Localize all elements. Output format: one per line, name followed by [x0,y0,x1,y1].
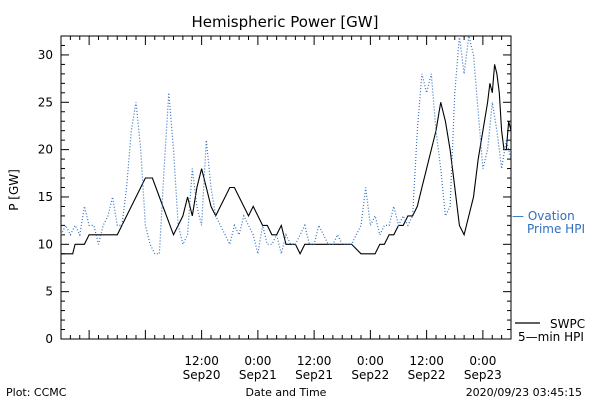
x-tick-sublabel: Sep21 [295,368,333,382]
x-tick-sublabel: Sep21 [239,368,277,382]
series-layer [60,35,512,256]
series-line-swpc [61,64,512,256]
y-tick-label: 20 [38,143,53,157]
x-tick-sublabel: Sep22 [408,368,446,382]
x-tick-sublabel: Sep20 [183,368,221,382]
x-tick-label: 0:00 [357,354,384,368]
y-tick-label: 25 [38,95,53,109]
legend-ovation-line1: — Ovation [512,209,575,223]
x-tick-label: 12:00 [297,354,332,368]
y-tick-label: 5 [45,285,53,299]
y-tick-label: 0 [45,332,53,346]
x-tick-label: 12:00 [184,354,219,368]
y-axis: 0 5 10 15 20 25 30 [38,35,511,346]
footer-plot-credit: Plot: CCMC [6,386,67,399]
plot-frame [60,35,512,340]
x-axis: 12:00Sep200:00Sep2112:00Sep210:00Sep2212… [60,36,512,382]
legend-ovation-line2: Prime HPI [527,222,585,236]
legend-swpc-line2: 5—min HPI [518,330,584,344]
y-tick-label: 10 [38,237,53,251]
x-axis-label: Date and Time [246,386,327,399]
x-tick-label: 0:00 [244,354,271,368]
y-tick-label: 30 [38,48,53,62]
x-tick-label: 12:00 [409,354,444,368]
series-line-ovation [60,35,512,255]
y-tick-label: 15 [38,190,53,204]
chart-title: Hemispheric Power [GW] [192,13,379,31]
x-tick-label: 0:00 [469,354,496,368]
legend-ovation: — Ovation Prime HPI [512,209,585,236]
y-axis-label: P [GW] [7,169,21,211]
legend-swpc-line1: SWPC [550,317,585,331]
x-tick-sublabel: Sep22 [351,368,389,382]
x-tick-sublabel: Sep23 [464,368,502,382]
footer-timestamp: 2020/09/23 03:45:15 [466,386,582,399]
legend-swpc: SWPC 5—min HPI [515,317,585,344]
